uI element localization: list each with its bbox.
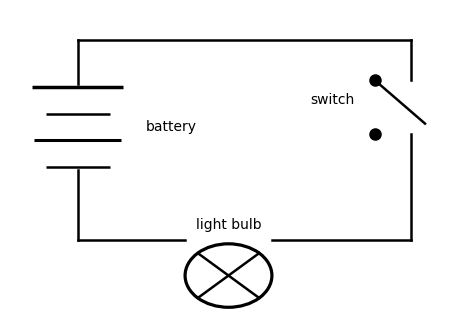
Text: battery: battery [146, 120, 197, 134]
Text: light bulb: light bulb [196, 218, 261, 232]
Text: switch: switch [311, 93, 355, 107]
